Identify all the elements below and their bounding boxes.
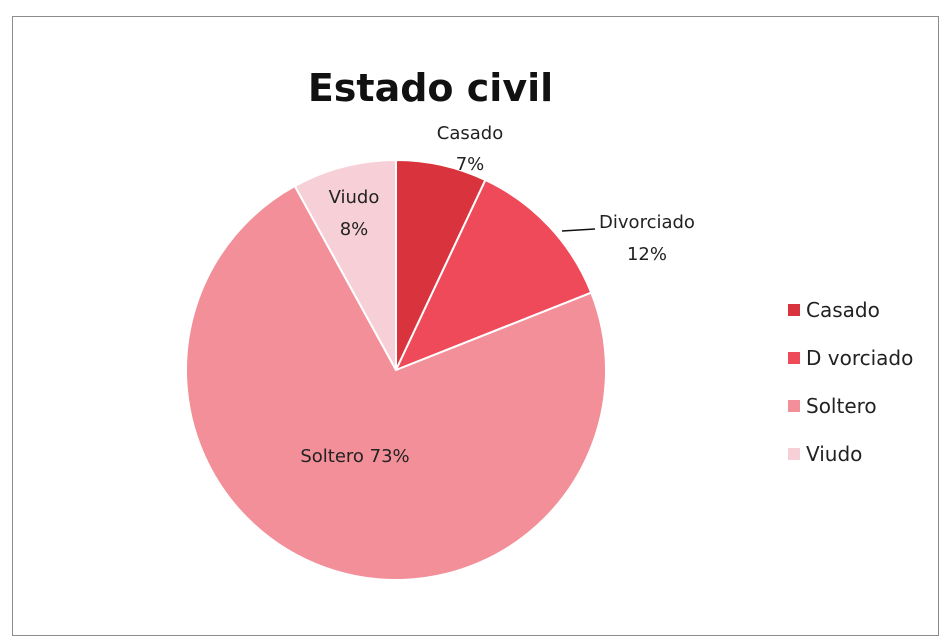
data-label-name-divorciado: Divorciado bbox=[599, 212, 695, 233]
legend-label: D vorciado bbox=[806, 346, 914, 370]
leader-line bbox=[561, 228, 596, 232]
data-label-soltero: Soltero 73% bbox=[300, 446, 409, 467]
legend-item-casado: Casado bbox=[788, 286, 913, 334]
data-label-pct-casado: 7% bbox=[456, 154, 485, 175]
data-label-name-casado: Casado bbox=[437, 123, 503, 144]
legend-item-viudo: Viudo bbox=[788, 430, 913, 478]
pie-slice-soltero bbox=[185, 184, 607, 582]
legend-label: Soltero bbox=[806, 394, 877, 418]
data-label-name-viudo: Viudo bbox=[329, 187, 380, 208]
legend-item-soltero: Soltero bbox=[788, 382, 913, 430]
pie-slice-divorciado bbox=[394, 178, 593, 372]
legend-label: Casado bbox=[806, 298, 880, 322]
chart-title: Estado civil bbox=[307, 66, 554, 110]
legend-item-divorciado: D vorciado bbox=[788, 334, 913, 382]
legend-swatch bbox=[788, 352, 800, 364]
pie-slice-viudo bbox=[293, 158, 397, 371]
data-label-pct-divorciado: 12% bbox=[627, 244, 667, 265]
legend-swatch bbox=[788, 400, 800, 412]
data-label-pct-viudo: 8% bbox=[340, 219, 369, 240]
legend-swatch bbox=[788, 304, 800, 316]
chart-legend: Casado D vorciado Soltero Viudo bbox=[788, 286, 913, 478]
legend-swatch bbox=[788, 448, 800, 460]
legend-label: Viudo bbox=[806, 442, 863, 466]
